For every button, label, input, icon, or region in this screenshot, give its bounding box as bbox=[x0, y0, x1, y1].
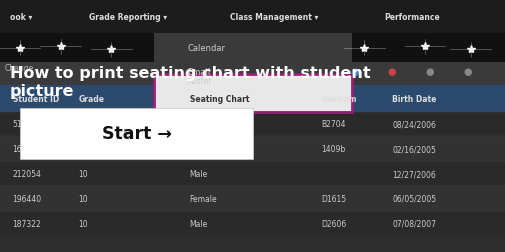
Bar bbox=[0, 137, 505, 162]
Bar bbox=[154, 63, 351, 86]
Text: ●: ● bbox=[349, 67, 358, 77]
Text: How to print seating chart with student
picture: How to print seating chart with student … bbox=[10, 66, 370, 98]
Text: ●: ● bbox=[463, 67, 471, 77]
Text: Male: Male bbox=[189, 219, 208, 228]
Text: ●: ● bbox=[387, 67, 395, 77]
Text: Class Management ▾: Class Management ▾ bbox=[230, 13, 318, 21]
Text: Male: Male bbox=[189, 169, 208, 178]
Bar bbox=[0, 34, 505, 63]
Text: Email: Email bbox=[187, 68, 210, 77]
Bar bbox=[0, 211, 505, 236]
Text: Start →: Start → bbox=[102, 125, 171, 143]
Bar bbox=[154, 75, 351, 112]
Text: 196440: 196440 bbox=[13, 194, 42, 203]
Bar bbox=[0, 186, 505, 211]
Bar bbox=[0, 162, 505, 186]
Text: Grade Reporting ▾: Grade Reporting ▾ bbox=[88, 13, 166, 21]
Text: D2606: D2606 bbox=[321, 219, 346, 228]
Text: Grade: Grade bbox=[78, 94, 104, 103]
Text: 187322: 187322 bbox=[13, 219, 41, 228]
Text: Roster: Roster bbox=[187, 77, 212, 86]
Text: Performance: Performance bbox=[384, 13, 439, 21]
Text: ook ▾: ook ▾ bbox=[10, 13, 32, 21]
Text: Female: Female bbox=[189, 194, 217, 203]
Text: ●: ● bbox=[425, 67, 433, 77]
Text: 1409b: 1409b bbox=[321, 145, 345, 154]
Text: 08/24/2006: 08/24/2006 bbox=[391, 120, 435, 129]
Text: 212054: 212054 bbox=[13, 169, 41, 178]
Text: 06/05/2005: 06/05/2005 bbox=[391, 194, 435, 203]
Bar bbox=[0, 112, 505, 137]
Text: Change: Change bbox=[5, 64, 34, 73]
Text: 07/08/2007: 07/08/2007 bbox=[391, 219, 435, 228]
Text: 02/16/2005: 02/16/2005 bbox=[391, 145, 435, 154]
Text: 51: 51 bbox=[13, 120, 22, 129]
Text: 10: 10 bbox=[78, 219, 88, 228]
Bar bbox=[20, 108, 252, 159]
Bar bbox=[0, 86, 505, 112]
Text: D1615: D1615 bbox=[321, 194, 346, 203]
Text: meroom: meroom bbox=[321, 94, 356, 103]
Bar bbox=[0, 0, 505, 34]
Text: Birth Date: Birth Date bbox=[391, 94, 436, 103]
Text: B2704: B2704 bbox=[321, 120, 345, 129]
Text: Seating Chart: Seating Chart bbox=[189, 94, 249, 103]
Text: Calendar: Calendar bbox=[187, 44, 225, 53]
Text: 10: 10 bbox=[78, 194, 88, 203]
Text: Student ID: Student ID bbox=[13, 94, 59, 103]
Bar bbox=[154, 34, 351, 63]
Text: 16: 16 bbox=[13, 145, 22, 154]
Text: 12/27/2006: 12/27/2006 bbox=[391, 169, 435, 178]
Text: 10: 10 bbox=[78, 169, 88, 178]
Bar bbox=[0, 63, 505, 86]
